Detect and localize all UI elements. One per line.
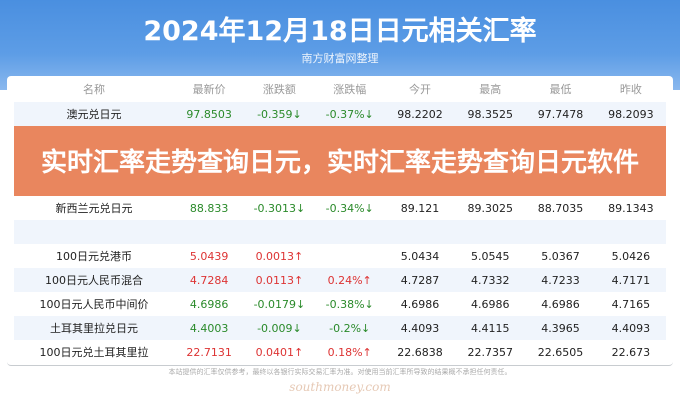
- table-row: 土耳其里拉兑日元 4.4003 -0.009↓ -0.2%↓ 4.4093 4.4115 4…: [14, 316, 666, 340]
- cell-high: 22.7357: [467, 345, 514, 359]
- cell-name[interactable]: 澳元兑日元: [14, 102, 174, 126]
- cell-price: 5.0439: [189, 249, 229, 263]
- cell-change: 0.0113↑: [244, 268, 315, 292]
- column-header: 最低: [549, 83, 572, 96]
- column-header: 名称: [83, 83, 105, 96]
- cell-low: 4.6986: [541, 297, 580, 311]
- cell-name[interactable]: 土耳其里拉兑日元: [14, 316, 174, 340]
- title-overlay-banner: 实时汇率走势查询日元，实时汇率走势查询日元软件: [14, 126, 666, 196]
- column-header: 最高: [479, 83, 502, 96]
- cell-high: 98.3525: [455, 102, 526, 126]
- cell-change: -0.359↓: [244, 102, 315, 126]
- table-row: 100日元兑港币 5.0439 0.0013↑ 5.0434 5.0545 5.0367 5…: [14, 244, 666, 268]
- cell-prev: 4.7165: [611, 297, 651, 311]
- cell-low: 22.6505: [537, 345, 584, 359]
- cell-low: 88.7035: [537, 201, 584, 215]
- cell-name[interactable]: 新西兰元兑日元: [55, 202, 133, 215]
- cell-prev: 4.4093: [595, 316, 666, 340]
- rates-table: 名称 最新价 涨跌额 涨跌幅 今开 最高 最低 昨收 澳元兑日元 97.8503 -0.359↓ -…: [14, 76, 666, 364]
- cell-high: 5.0545: [471, 249, 510, 263]
- table-row: 澳元兑日元 97.8503 -0.359↓ -0.37%↓ 98.2202 98.3525…: [14, 102, 666, 126]
- cell-low: 4.7233: [525, 268, 596, 292]
- cell-name[interactable]: 100日元兑港币: [56, 250, 132, 263]
- cell-prev: [595, 220, 666, 244]
- cell-open: 22.6838: [397, 345, 443, 359]
- column-header: 最新价: [192, 83, 226, 96]
- cell-price: [174, 220, 245, 244]
- cell-prev: 4.7171: [595, 268, 666, 292]
- cell-change: 0.0401↑: [255, 345, 304, 359]
- cell-high: 4.4115: [455, 316, 526, 340]
- cell-low: 97.7478: [525, 102, 596, 126]
- cell-open: 4.4093: [384, 316, 456, 340]
- cell-prev: 5.0426: [611, 249, 651, 263]
- table-header: 名称 最新价 涨跌额 涨跌幅 今开 最高 最低 昨收: [14, 76, 666, 102]
- cell-open: [384, 220, 456, 244]
- cell-open: 5.0434: [400, 249, 440, 263]
- cell-change: -0.009↓: [244, 316, 315, 340]
- cell-change: 0.0013↑: [255, 249, 304, 263]
- cell-open: 4.6986: [400, 297, 440, 311]
- page-title: 2024年12月18日日元相关汇率: [143, 16, 537, 47]
- cell-low: [525, 220, 596, 244]
- cell-name[interactable]: 100日元人民币混合: [14, 268, 174, 292]
- cell-pct: -0.2%↓: [314, 316, 385, 340]
- cell-pct: 0.18%↑: [327, 345, 372, 359]
- overlay-cell: 实时汇率走势查询日元，实时汇率走势查询日元软件: [14, 126, 666, 196]
- cell-pct: -0.37%↓: [314, 102, 385, 126]
- cell-change: [244, 220, 315, 244]
- cell-pct: [315, 244, 385, 268]
- overlay-title: 实时汇率走势查询日元，实时汇率走势查询日元软件: [40, 147, 639, 178]
- cell-prev: 22.673: [611, 345, 651, 359]
- cell-price: 4.6986: [189, 297, 229, 311]
- column-header: 涨跌幅: [333, 83, 367, 96]
- cell-price: 22.7131: [186, 345, 232, 359]
- cell-high: 4.7332: [455, 268, 526, 292]
- cell-change: -0.0179↓: [253, 297, 306, 311]
- cell-low: 5.0367: [541, 249, 580, 263]
- cell-change: -0.3013↓: [253, 201, 306, 215]
- cell-price: 88.833: [189, 201, 229, 215]
- disclaimer: 本站提供的汇率仅供参考，最终以各银行实际交易汇率为准。对使用当前汇率所导致的结果…: [168, 368, 512, 376]
- cell-name[interactable]: 100日元人民币中间价: [39, 298, 149, 311]
- cell-prev: 89.1343: [608, 201, 654, 215]
- watermark: southmoney.com: [289, 380, 391, 394]
- table-row: 100日元兑土耳其里拉 22.7131 0.0401↑ 0.18%↑ 22.6838 22…: [14, 340, 666, 364]
- cell-high: 4.6986: [471, 297, 510, 311]
- cell-pct: -0.38%↓: [325, 297, 374, 311]
- cell-high: [455, 220, 526, 244]
- column-header: 昨收: [619, 83, 642, 96]
- cell-pct: -0.34%↓: [325, 201, 374, 215]
- page-subtitle: 南方财富网整理: [301, 52, 379, 65]
- cell-price: 4.4003: [174, 316, 245, 340]
- cell-price: 97.8503: [174, 102, 245, 126]
- rates-card: 名称 最新价 涨跌额 涨跌幅 今开 最高 最低 昨收 澳元兑日元 97.8503 -0.359↓ -…: [7, 76, 673, 366]
- cell-open: 98.2202: [384, 102, 456, 126]
- cell-name[interactable]: [14, 220, 174, 244]
- column-header: 今开: [408, 83, 431, 96]
- column-header: 涨跌额: [262, 83, 296, 96]
- table-row: 100日元人民币中间价 4.6986 -0.0179↓ -0.38%↓ 4.6986 4.…: [14, 292, 666, 316]
- cell-price: 4.7284: [174, 268, 245, 292]
- cell-prev: 98.2093: [595, 102, 666, 126]
- cell-pct: 0.24%↑: [314, 268, 385, 292]
- table-row: [14, 220, 666, 244]
- cell-name[interactable]: 100日元兑土耳其里拉: [39, 346, 149, 359]
- header-banner: 2024年12月18日日元相关汇率 南方财富网整理: [0, 0, 680, 90]
- cell-high: 89.3025: [467, 201, 514, 215]
- cell-pct: [314, 220, 385, 244]
- cell-low: 4.3965: [525, 316, 596, 340]
- cell-open: 4.7287: [384, 268, 456, 292]
- table-row: 100日元人民币混合 4.7284 0.0113↑ 0.24%↑ 4.7287 4.733…: [14, 268, 666, 292]
- table-row: 新西兰元兑日元 88.833 -0.3013↓ -0.34%↓ 89.121 89.302…: [14, 196, 666, 220]
- cell-open: 89.121: [400, 201, 440, 215]
